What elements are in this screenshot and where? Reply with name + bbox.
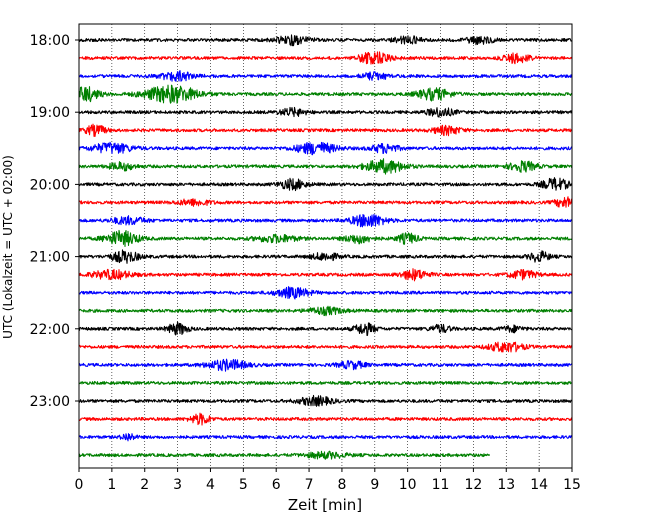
trace-2300 <box>78 394 573 407</box>
trace-2145 <box>78 305 573 317</box>
x-tick-label: 4 <box>206 477 215 493</box>
trace-2330 <box>78 433 573 442</box>
x-tick-label: 13 <box>497 477 515 493</box>
trace-2245 <box>78 380 573 385</box>
x-tick-label: 3 <box>173 477 182 493</box>
plot-frame <box>78 23 573 469</box>
trace-2200 <box>78 321 573 337</box>
y-tick-label: 18:00 <box>30 33 70 49</box>
y-axis-label: UTC (Lokalzeit = UTC + 02:00) <box>1 155 15 339</box>
seismogram-traces <box>78 34 573 460</box>
trace-2215 <box>78 341 573 353</box>
trace-2030 <box>78 213 573 228</box>
x-tick-label: 12 <box>464 477 482 493</box>
trace-2115 <box>78 268 573 282</box>
x-tick-label: 7 <box>305 477 314 493</box>
x-tick-label: 1 <box>107 477 116 493</box>
trace-1900 <box>78 106 573 118</box>
y-tick-label: 19:00 <box>30 105 70 121</box>
trace-1800 <box>78 34 573 47</box>
trace-2045 <box>78 229 573 248</box>
x-tick-label: 5 <box>239 477 248 493</box>
y-tick-label: 21:00 <box>30 250 70 266</box>
trace-1915 <box>78 123 573 137</box>
grid <box>111 24 540 468</box>
trace-2000 <box>78 177 573 192</box>
x-tick-label: 6 <box>272 477 281 493</box>
trace-2015 <box>78 196 573 208</box>
x-tick-label: 15 <box>563 477 581 493</box>
trace-1830 <box>78 70 573 82</box>
y-tick-label: 22:00 <box>30 322 70 338</box>
x-axis: 0 1 2 3 4 5 6 7 8 9 10 11 12 13 14 15 <box>75 468 581 493</box>
trace-1945 <box>78 158 573 175</box>
trace-2315 <box>78 412 573 426</box>
x-tick-label: 10 <box>399 477 417 493</box>
y-tick-label: 20:00 <box>30 177 70 193</box>
trace-2100 <box>78 249 573 264</box>
x-tick-label: 0 <box>75 477 84 493</box>
x-tick-label: 9 <box>370 477 379 493</box>
trace-1815 <box>78 51 573 65</box>
trace-1845 <box>78 84 573 104</box>
trace-2130 <box>78 286 573 300</box>
trace-2230 <box>78 358 573 372</box>
x-axis-label: Zeit [min] <box>288 496 362 514</box>
x-tick-label: 2 <box>140 477 149 493</box>
trace-2345 <box>78 450 491 460</box>
y-axis: 18:00 19:00 20:00 21:00 22:00 23:00 <box>30 33 79 410</box>
x-tick-label: 8 <box>337 477 346 493</box>
x-tick-label: 11 <box>432 477 450 493</box>
y-tick-label: 23:00 <box>30 394 70 410</box>
trace-1930 <box>78 141 573 156</box>
x-tick-label: 14 <box>530 477 548 493</box>
